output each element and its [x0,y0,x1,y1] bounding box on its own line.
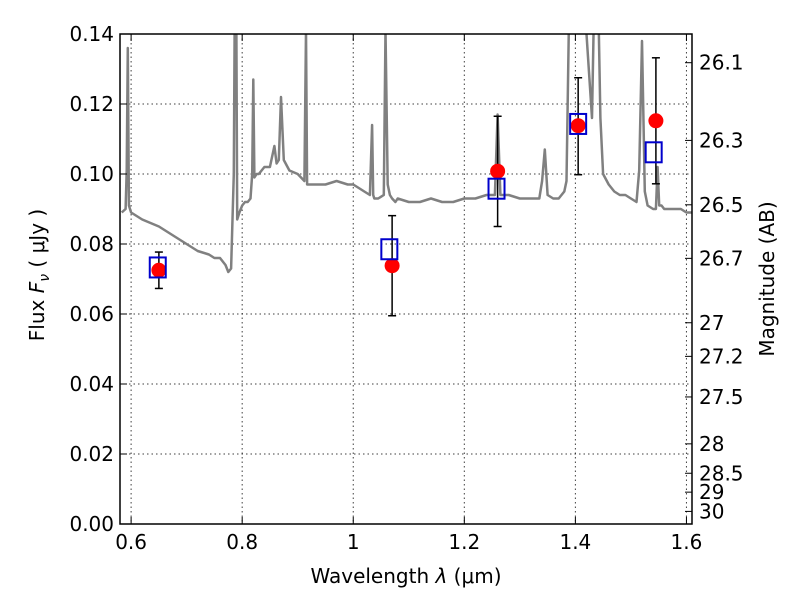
mag-tick-label: 26.3 [699,128,744,152]
y-axis-unit: ( μJy ) [25,209,49,274]
model-band-square [148,256,167,279]
x-axis-unit: (μm) [447,564,501,588]
model-band-square [644,141,663,164]
x-tick-label: 1.2 [448,530,480,554]
mag-tick-label: 30 [699,499,724,523]
observed-flux-point [490,163,506,179]
x-tick-label: 1 [347,530,360,554]
y2-axis-title: Magnitude (AB) [755,201,779,356]
x-tick-label: 1.4 [559,530,591,554]
y-tick-label: 0.04 [69,372,114,396]
mag-tick-label: 26.5 [699,193,744,217]
y-tick-label: 0.10 [69,162,114,186]
x-axis-lambda: λ [434,564,447,588]
mag-tick-label: 28 [699,432,724,456]
y-tick-label: 0.02 [69,442,114,466]
y-axis-symbol: F [25,281,49,293]
mag-tick-label: 27.2 [699,344,744,368]
y-axis-title: Flux Fν ( μJy ) [25,209,53,341]
observed-flux-point [570,118,586,134]
mag-tick-label: 27.5 [699,385,744,409]
x-tick-label: 0.6 [115,530,147,554]
y-tick-label: 0.06 [69,302,114,326]
data-markers [148,57,664,317]
mag-tick-label: 26.7 [699,246,744,270]
model-band-square [569,112,588,135]
mag-tick-label: 27 [699,311,724,335]
axis-ticks [120,33,692,525]
y-axis-title-prefix: Flux [25,293,49,341]
x-tick-label: 1.6 [671,530,703,554]
y-tick-label: 0.12 [69,92,114,116]
model-band-square [380,238,399,261]
plot-area [120,34,692,274]
model-sed-line [120,34,692,274]
x-axis-title: Wavelength λ (μm) [310,564,501,588]
y-tick-label: 0.14 [69,22,114,46]
model-band-square [487,177,506,200]
y-axis-subscript: ν [37,274,53,282]
plot-frame [119,33,693,525]
mag-tick-label: 26.1 [699,51,744,75]
y-tick-label: 0.08 [69,232,114,256]
mag-tick-label: 28.5 [699,461,744,485]
observed-flux-point [384,258,400,274]
observed-flux-point [151,262,167,278]
observed-flux-point [648,113,664,129]
x-tick-label: 0.8 [226,530,258,554]
x-axis-title-prefix: Wavelength [310,564,435,588]
y-tick-label: 0.00 [69,512,114,536]
tick-labels: 0.6 0.8 1 1.2 1.4 1.6 0.00 0.02 0.04 0.06 0.08 0.10… [69,22,743,554]
mag-tick-label: 29 [699,480,724,504]
